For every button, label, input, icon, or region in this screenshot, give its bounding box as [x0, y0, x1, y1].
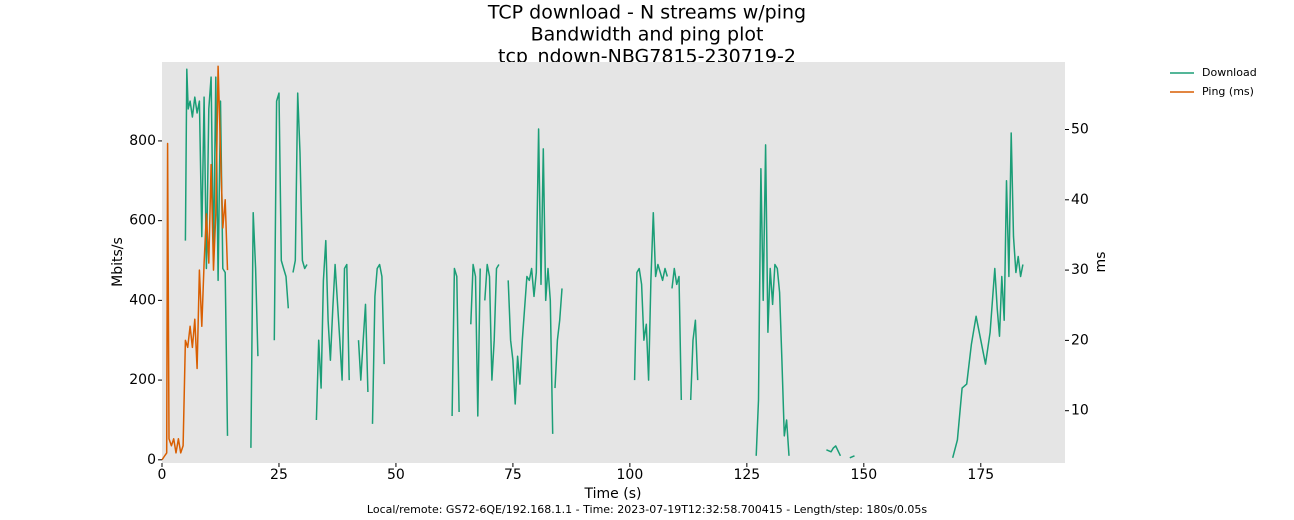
y2-tick-label: 10: [1071, 403, 1089, 419]
y-tick-label: 600: [129, 213, 156, 229]
y2-tick-label: 50: [1071, 121, 1089, 137]
y-tick-label: 800: [129, 133, 156, 149]
x-tick-label: 125: [733, 467, 760, 483]
y-axis-label: Mbits/s: [110, 237, 126, 287]
y2-tick-label: 20: [1071, 332, 1089, 348]
x-tick-label: 175: [967, 467, 994, 483]
y2-axis-label: ms: [1093, 252, 1109, 273]
x-tick-label: 0: [158, 467, 167, 483]
legend-label: Ping (ms): [1202, 85, 1254, 98]
chart-title: TCP download - N streams w/ping: [487, 2, 806, 24]
y-tick-label: 400: [129, 292, 156, 308]
chart-subtitle: Bandwidth and ping plot: [531, 24, 764, 46]
x-tick-label: 100: [617, 467, 644, 483]
series-line: [161, 65, 229, 461]
x-tick-label: 150: [850, 467, 877, 483]
plot-area: [162, 62, 1065, 463]
x-tick-label: 75: [504, 467, 522, 483]
y2-tick-label: 40: [1071, 192, 1089, 208]
y-tick-label: 200: [129, 372, 156, 388]
series-line: [184, 68, 1024, 459]
x-tick-label: 25: [270, 467, 288, 483]
y2-tick-label: 30: [1071, 262, 1089, 278]
legend-label: Download: [1202, 66, 1257, 79]
x-tick-label: 50: [387, 467, 405, 483]
footer: Local/remote: GS72-6QE/192.168.1.1 - Tim…: [367, 503, 927, 516]
x-axis-label: Time (s): [584, 486, 642, 502]
y-tick-label: 0: [147, 452, 156, 468]
